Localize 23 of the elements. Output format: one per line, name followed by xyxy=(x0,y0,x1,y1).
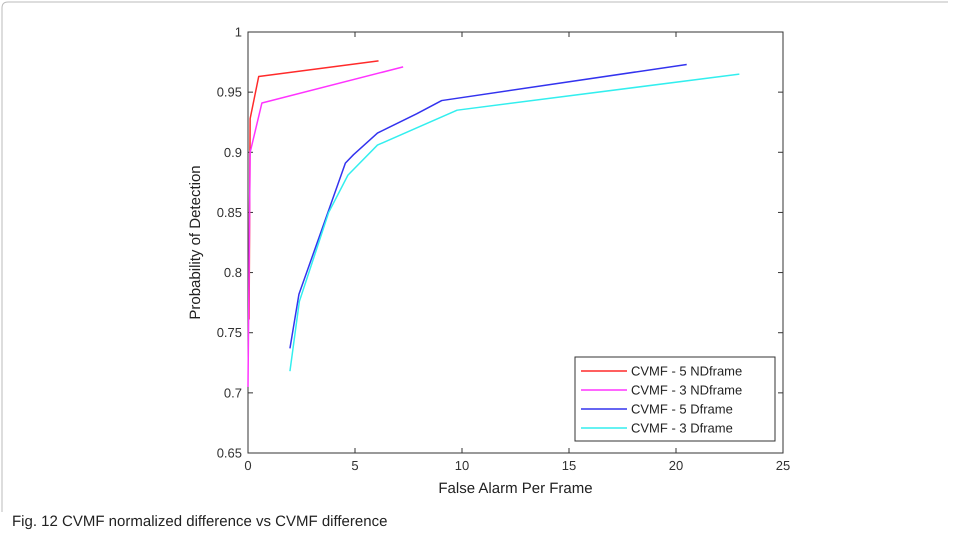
y-tick-label: 0.65 xyxy=(216,446,242,460)
line-series xyxy=(289,64,688,350)
y-tick-label: 0.95 xyxy=(216,84,242,100)
line-series xyxy=(247,66,404,388)
y-tick-label: 0.7 xyxy=(224,385,242,400)
legend-label: CVMF - 5 Dframe xyxy=(631,402,733,416)
x-tick-label: 5 xyxy=(351,458,359,473)
x-tick-label: 20 xyxy=(668,458,684,473)
legend-label: CVMF - 3 Dframe xyxy=(631,420,733,436)
y-tick-label: 0.9 xyxy=(224,144,242,160)
x-tick-label: 15 xyxy=(562,458,576,473)
legend-label: CVMF - 5 NDframe xyxy=(631,364,742,378)
x-tick-label: 10 xyxy=(454,458,470,473)
x-tick-label: 25 xyxy=(776,458,790,473)
x-tick-label: 0 xyxy=(244,458,252,473)
legend-label: CVMF - 3 NDframe xyxy=(631,382,742,398)
y-axis-title: Probability of Detection xyxy=(187,165,204,320)
x-axis-title: False Alarm Per Frame xyxy=(438,480,593,497)
y-tick-label: 0.85 xyxy=(216,204,242,220)
caption: Fig. 12 CVMF normalized difference vs CVMF difference xyxy=(12,513,388,530)
y-tick-label: 1 xyxy=(234,24,242,40)
y-tick-label: 0.75 xyxy=(216,325,242,340)
y-tick-label: 0.8 xyxy=(224,265,242,280)
